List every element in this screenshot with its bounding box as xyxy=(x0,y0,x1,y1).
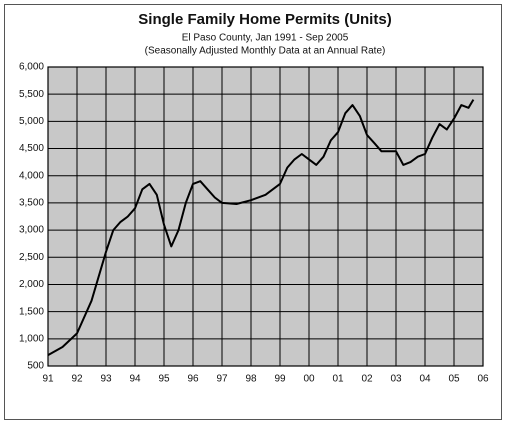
plot-area xyxy=(47,66,484,367)
x-tick-label: 01 xyxy=(332,374,344,385)
x-tick-label: 04 xyxy=(419,374,431,385)
x-tick-label: 93 xyxy=(100,374,112,385)
y-tick-label: 5,500 xyxy=(19,89,44,100)
x-tick-label: 91 xyxy=(42,374,54,385)
y-tick-label: 1,500 xyxy=(19,306,44,317)
x-tick-label: 05 xyxy=(448,374,460,385)
y-tick-label: 3,500 xyxy=(19,198,44,209)
x-tick-label: 96 xyxy=(187,374,199,385)
x-tick-label: 98 xyxy=(245,374,257,385)
y-tick-label: 500 xyxy=(27,361,44,372)
x-tick-label: 00 xyxy=(303,374,315,385)
y-tick-label: 5,000 xyxy=(19,116,44,127)
x-tick-label: 99 xyxy=(274,374,286,385)
x-tick-label: 97 xyxy=(216,374,228,385)
y-tick-label: 4,500 xyxy=(19,143,44,154)
x-tick-label: 92 xyxy=(71,374,83,385)
x-tick-label: 03 xyxy=(390,374,402,385)
x-tick-label: 06 xyxy=(477,374,489,385)
chart-title: Single Family Home Permits (Units) xyxy=(138,11,391,28)
x-tick-label: 94 xyxy=(129,374,141,385)
y-tick-label: 6,000 xyxy=(19,62,44,73)
data-line xyxy=(47,99,475,356)
x-tick-label: 02 xyxy=(361,374,373,385)
y-tick-label: 1,000 xyxy=(19,333,44,344)
chart-subtitle: El Paso County, Jan 1991 - Sep 2005 xyxy=(182,33,349,44)
y-tick-label: 2,000 xyxy=(19,279,44,290)
y-tick-label: 4,000 xyxy=(19,170,44,181)
chart-subtitle: (Seasonally Adjusted Monthly Data at an … xyxy=(145,46,386,57)
y-tick-label: 3,000 xyxy=(19,225,44,236)
y-tick-label: 2,500 xyxy=(19,252,44,263)
x-tick-label: 95 xyxy=(158,374,170,385)
